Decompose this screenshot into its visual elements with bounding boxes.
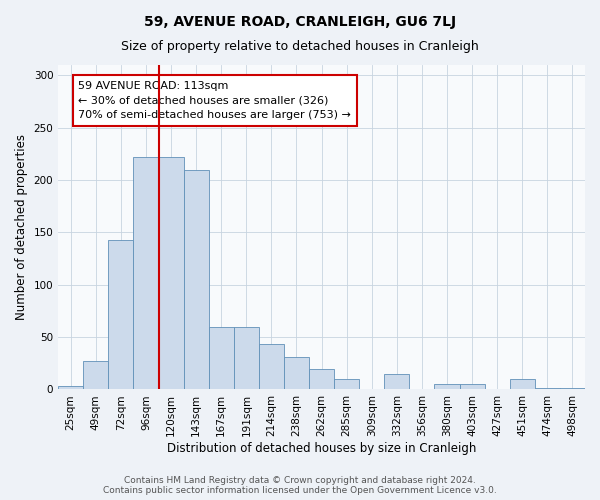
- Text: Size of property relative to detached houses in Cranleigh: Size of property relative to detached ho…: [121, 40, 479, 53]
- Text: Contains HM Land Registry data © Crown copyright and database right 2024.
Contai: Contains HM Land Registry data © Crown c…: [103, 476, 497, 495]
- Bar: [510, 379, 535, 390]
- Bar: [158, 157, 184, 390]
- Bar: [460, 384, 485, 390]
- Bar: [109, 240, 133, 390]
- Bar: [535, 388, 560, 390]
- Bar: [234, 326, 259, 390]
- Bar: [133, 157, 158, 390]
- Text: 59, AVENUE ROAD, CRANLEIGH, GU6 7LJ: 59, AVENUE ROAD, CRANLEIGH, GU6 7LJ: [144, 15, 456, 29]
- Bar: [284, 357, 309, 390]
- Bar: [184, 170, 209, 390]
- Bar: [434, 384, 460, 390]
- Bar: [83, 361, 109, 390]
- Bar: [560, 388, 585, 390]
- Y-axis label: Number of detached properties: Number of detached properties: [15, 134, 28, 320]
- Bar: [209, 326, 234, 390]
- Bar: [309, 368, 334, 390]
- Bar: [58, 386, 83, 390]
- Text: 59 AVENUE ROAD: 113sqm
← 30% of detached houses are smaller (326)
70% of semi-de: 59 AVENUE ROAD: 113sqm ← 30% of detached…: [78, 80, 351, 120]
- Bar: [259, 344, 284, 390]
- Bar: [334, 379, 359, 390]
- X-axis label: Distribution of detached houses by size in Cranleigh: Distribution of detached houses by size …: [167, 442, 476, 455]
- Bar: [385, 374, 409, 390]
